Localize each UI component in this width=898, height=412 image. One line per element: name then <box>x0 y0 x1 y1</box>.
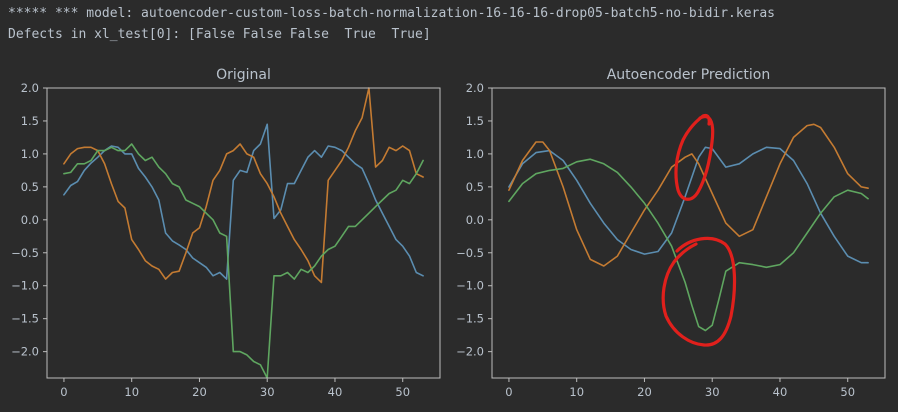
y-tick-label: −0.5 <box>456 246 484 260</box>
y-tick-label: −0.5 <box>11 246 39 260</box>
green-series-line <box>508 158 869 332</box>
model-name-output: ***** *** model: autoencoder-custom-loss… <box>8 6 776 21</box>
y-tick-label: 1.5 <box>21 114 39 128</box>
plot-title: Autoencoder Prediction <box>607 67 771 83</box>
y-tick-label: −2.0 <box>456 345 484 359</box>
y-tick-label: 1.0 <box>466 147 484 161</box>
y-tick-label: 0.5 <box>21 180 39 194</box>
x-tick-label: 50 <box>395 385 410 399</box>
lower-red-circle-annotation <box>661 236 737 347</box>
orange-series-line <box>63 87 424 284</box>
original-plot: Original 2.0 1.5 1.0 0.5 0.0 −0.5 −1.0 −1.5 −2.0 0… <box>11 67 441 399</box>
x-tick-label: 40 <box>773 385 788 399</box>
x-tick-label: 40 <box>328 385 343 399</box>
y-tick-label: −2.0 <box>11 345 39 359</box>
y-tick-label: 2.0 <box>21 81 39 95</box>
green-series-line <box>63 143 424 379</box>
plot-frame <box>46 87 441 379</box>
autoencoder-prediction-plot: Autoencoder Prediction 2.0 1.5 1.0 0.5 0.0 −0.… <box>456 67 886 399</box>
x-tick-label: 30 <box>705 385 720 399</box>
y-tick-label: −1.0 <box>456 279 484 293</box>
x-tick-label: 10 <box>569 385 584 399</box>
y-tick-label: −1.5 <box>11 312 39 326</box>
x-tick-label: 50 <box>840 385 855 399</box>
x-tick-label: 10 <box>124 385 139 399</box>
y-tick-label: −1.5 <box>456 312 484 326</box>
x-tick-label: 0 <box>505 385 512 399</box>
x-tick-label: 0 <box>60 385 67 399</box>
plot-title: Original <box>216 67 271 83</box>
y-tick-label: −1.0 <box>11 279 39 293</box>
y-tick-label: 1.0 <box>21 147 39 161</box>
y-tick-label: 0.5 <box>466 180 484 194</box>
y-tick-label: 2.0 <box>466 81 484 95</box>
plot-frame <box>491 87 886 379</box>
red-circle-annotations <box>661 113 737 347</box>
blue-series-line <box>508 146 869 264</box>
x-tick-label: 20 <box>637 385 652 399</box>
y-tick-label: 1.5 <box>466 114 484 128</box>
orange-series-line <box>508 123 869 267</box>
y-tick-label: 0.0 <box>21 213 39 227</box>
blue-series-line <box>63 123 424 280</box>
x-tick-label: 30 <box>260 385 275 399</box>
upper-red-circle-annotation <box>674 113 715 201</box>
defects-output: Defects in xl_test[0]: [False False Fals… <box>8 27 431 42</box>
x-tick-label: 20 <box>192 385 207 399</box>
y-tick-label: 0.0 <box>466 213 484 227</box>
